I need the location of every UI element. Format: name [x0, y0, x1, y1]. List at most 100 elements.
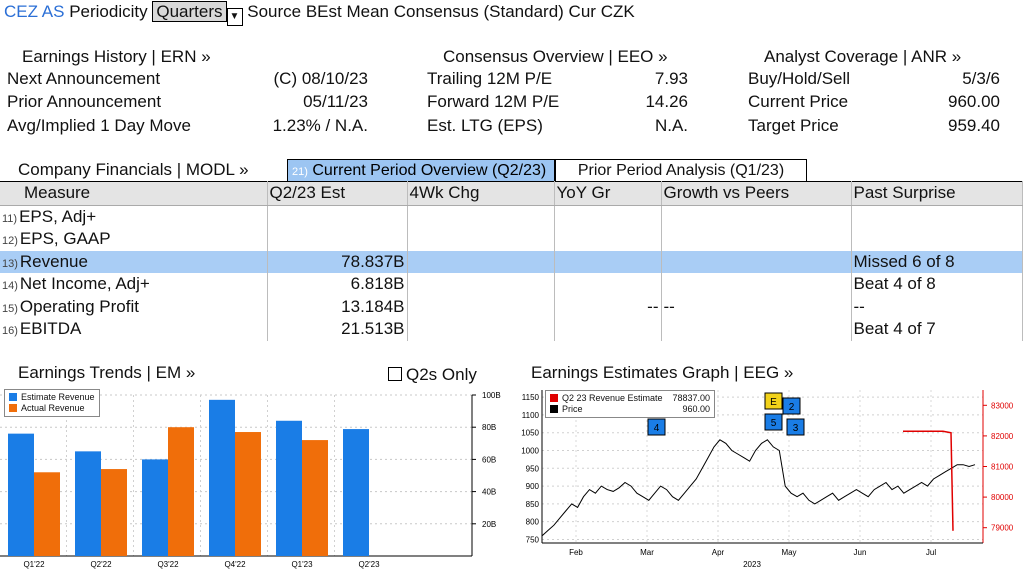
forward-pe-value: 14.26 — [645, 92, 688, 111]
header-bar: CEZ AS Periodicity Quarters ▼ Source BEst… — [4, 1, 635, 26]
col-growth-vs-peers[interactable]: Growth vs Peers — [661, 181, 852, 206]
legend-actual: Actual Revenue — [9, 403, 95, 414]
left-tick-label: 800 — [526, 518, 540, 527]
tab-current-period[interactable]: 21) Current Period Overview (Q2/23) — [287, 159, 555, 182]
bar-estimate — [343, 429, 369, 556]
table-row[interactable]: 16) EBITDA 21.513B Beat 4 of 7 — [0, 318, 1023, 341]
legend-estimate-label: Estimate Revenue — [21, 392, 95, 402]
q2s-only-toggle[interactable]: Q2s Only — [388, 365, 477, 385]
checkbox-icon[interactable] — [388, 367, 402, 381]
company-financials-title[interactable]: Company Financials | MODL » — [18, 160, 249, 179]
surprise-cell: Beat 4 of 8 — [851, 273, 1023, 296]
price-line — [541, 439, 976, 537]
earnings-trends-title[interactable]: Earnings Trends | EM » — [18, 363, 196, 382]
col-4wk-chg[interactable]: 4Wk Chg — [407, 181, 555, 206]
source-value[interactable]: BEst Mean Consensus (Standard) — [305, 2, 564, 21]
bar-estimate — [276, 420, 302, 556]
buy-hold-sell-value: 5/3/6 — [962, 69, 1000, 88]
chg-cell — [407, 318, 555, 341]
prior-announcement-label: Prior Announcement — [7, 92, 162, 111]
next-announcement-value: (C) 08/10/23 — [273, 69, 369, 88]
est-cell: 13.184B — [267, 295, 408, 318]
bar-estimate — [142, 459, 168, 556]
measure-name: Operating Profit — [19, 296, 139, 316]
col-measure[interactable]: Measure — [0, 181, 268, 206]
peers-cell — [661, 273, 852, 296]
revenue-estimate-line — [903, 430, 954, 531]
tab-prior-period[interactable]: Prior Period Analysis (Q1/23) — [555, 159, 807, 182]
chevron-down-icon[interactable]: ▼ — [226, 8, 243, 26]
y-tick-label: 100B — [482, 391, 501, 400]
target-price-value: 959.40 — [948, 116, 1000, 135]
peers-cell — [661, 228, 852, 251]
yoy-cell — [554, 228, 662, 251]
legend-price-value: 960.00 — [682, 404, 710, 414]
event-marker-label: 4 — [654, 423, 660, 434]
earnings-estimates-title[interactable]: Earnings Estimates Graph | EEG » — [531, 363, 794, 382]
x-tick-label: Q2'22 — [90, 560, 112, 569]
legend-swatch-revenue — [550, 394, 558, 402]
left-tick-label: 1100 — [522, 411, 540, 420]
y-tick-label: 80B — [482, 423, 496, 432]
bar-actual — [235, 432, 261, 556]
legend-swatch-actual — [9, 404, 17, 412]
legend-actual-label: Actual Revenue — [21, 403, 85, 413]
right-tick-label: 81000 — [991, 463, 1014, 472]
chg-cell — [407, 228, 555, 251]
right-tick-label: 79000 — [991, 524, 1014, 533]
row-number: 15) — [2, 302, 18, 315]
left-tick-label: 950 — [526, 464, 540, 473]
x-tick-label: Q4'22 — [224, 560, 246, 569]
event-marker — [764, 392, 783, 410]
col-past-surprise[interactable]: Past Surprise — [851, 181, 1023, 206]
current-price-label: Current Price — [748, 92, 849, 111]
periodicity-select[interactable]: Quarters — [152, 1, 227, 22]
bar-estimate — [209, 399, 235, 556]
trends-legend: Estimate Revenue Actual Revenue — [4, 389, 100, 417]
table-row-selected[interactable]: 13) Revenue 78.837B Missed 6 of 8 — [0, 250, 1023, 273]
event-marker-label: 3 — [793, 423, 799, 434]
analyst-coverage-title[interactable]: Analyst Coverage | ANR » — [764, 47, 962, 66]
row-number: 14) — [2, 280, 18, 293]
cur-value[interactable]: CZK — [600, 2, 635, 21]
q2s-only-label: Q2s Only — [406, 365, 477, 384]
legend-revenue-value: 78837.00 — [672, 393, 710, 403]
prior-announcement-value: 05/11/23 — [303, 92, 368, 111]
event-marker — [786, 418, 805, 436]
chg-cell — [407, 295, 555, 318]
left-tick-label: 1000 — [521, 446, 539, 455]
consensus-overview-title[interactable]: Consensus Overview | EEO » — [443, 47, 668, 66]
trailing-pe-value: 7.93 — [654, 69, 688, 88]
col-yoy-gr[interactable]: YoY Gr — [554, 181, 662, 206]
col-est[interactable]: Q2/23 Est — [267, 181, 408, 206]
earnings-history-title[interactable]: Earnings History | ERN » — [22, 47, 211, 66]
row-number: 13) — [2, 257, 18, 270]
buy-hold-sell-label: Buy/Hold/Sell — [748, 69, 851, 88]
x-tick-label: May — [781, 548, 796, 557]
table-row[interactable]: 11) EPS, Adj+ — [0, 205, 1023, 228]
x-tick-label: Apr — [712, 548, 725, 557]
x-tick-label: Q1'23 — [291, 560, 313, 569]
current-price-value: 960.00 — [948, 92, 1000, 111]
y-tick-label: 60B — [482, 455, 496, 464]
legend-revenue-estimate: Q2 23 Revenue Estimate 78837.00 — [550, 393, 710, 404]
left-tick-label: 750 — [526, 535, 540, 544]
bar-estimate — [8, 433, 34, 556]
row-number: 16) — [2, 325, 18, 338]
table-row[interactable]: 15) Operating Profit 13.184B -- -- -- — [0, 295, 1023, 318]
bar-actual — [302, 440, 328, 556]
ticker-link[interactable]: CEZ AS — [4, 2, 65, 21]
x-tick-label: Q1'22 — [23, 560, 45, 569]
chg-cell — [407, 273, 555, 296]
x-tick-label: Q2'23 — [358, 560, 380, 569]
table-row[interactable]: 14) Net Income, Adj+ 6.818B Beat 4 of 8 — [0, 273, 1023, 296]
surprise-cell — [851, 205, 1023, 228]
financials-table: Measure Q2/23 Est 4Wk Chg YoY Gr Growth … — [0, 181, 1023, 341]
legend-price: Price 960.00 — [550, 404, 710, 415]
yoy-cell: -- — [554, 295, 662, 318]
table-row[interactable]: 12) EPS, GAAP — [0, 228, 1023, 251]
yoy-cell — [554, 273, 662, 296]
left-tick-label: 1150 — [522, 393, 540, 402]
event-marker — [782, 397, 801, 415]
surprise-cell: Missed 6 of 8 — [851, 250, 1023, 273]
